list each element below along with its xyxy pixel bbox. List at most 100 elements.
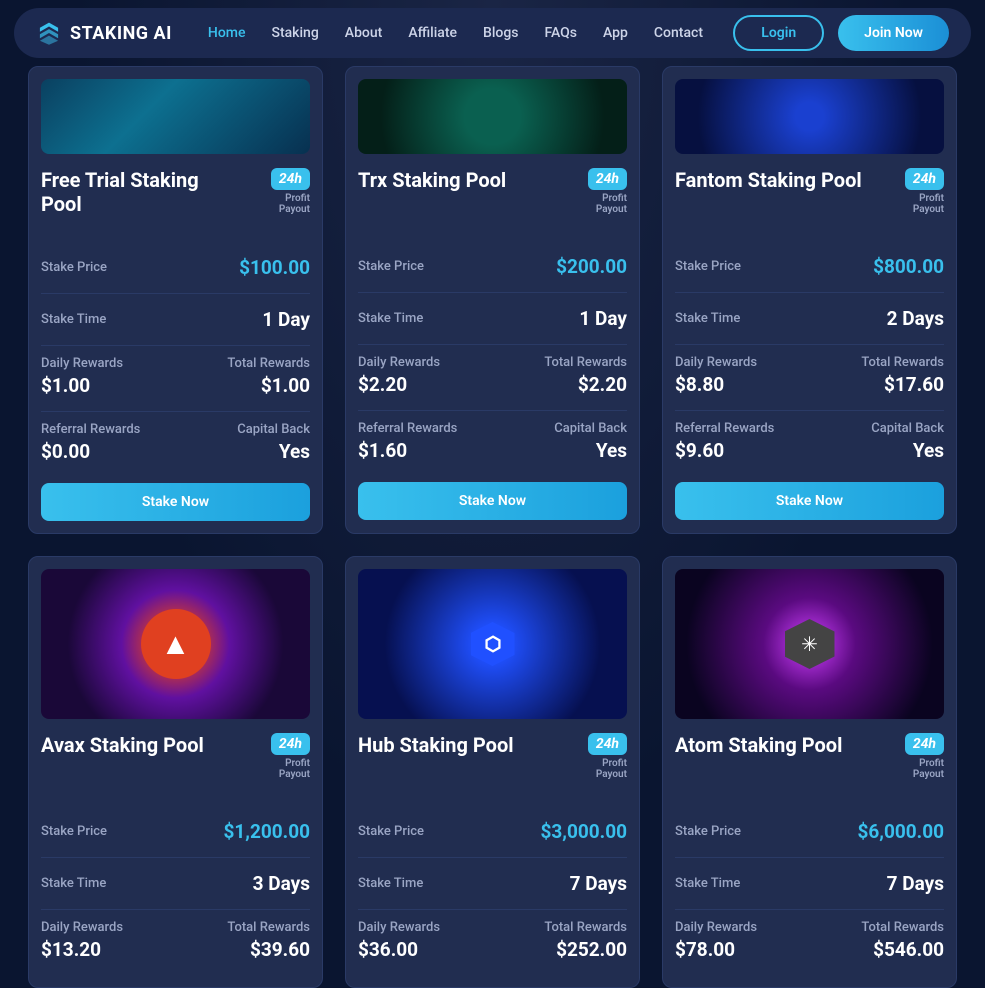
badge-sub: ProfitPayout xyxy=(588,193,627,215)
capital-back-value: Yes xyxy=(554,439,627,462)
pool-card: ▲ Avax Staking Pool 24h ProfitPayout Sta… xyxy=(28,556,323,988)
stake-now-button[interactable]: Stake Now xyxy=(358,482,627,520)
capital-back-label: Capital Back xyxy=(554,421,627,436)
payout-badge: 24h ProfitPayout xyxy=(905,168,944,215)
join-now-button[interactable]: Join Now xyxy=(838,15,949,51)
nav-link-app[interactable]: App xyxy=(603,25,628,41)
payout-badge: 24h ProfitPayout xyxy=(271,168,310,215)
stake-time-label: Stake Time xyxy=(675,876,740,891)
stake-time-value: 3 Days xyxy=(253,872,310,895)
daily-rewards-label: Daily Rewards xyxy=(358,355,440,370)
stake-price-value: $6,000.00 xyxy=(858,820,945,843)
navbar: STAKING AI Home Staking About Affiliate Blog… xyxy=(14,8,971,58)
capital-back-value: Yes xyxy=(871,439,944,462)
daily-rewards-value: $2.20 xyxy=(358,373,440,396)
badge-24h: 24h xyxy=(588,733,627,755)
stake-time-value: 2 Days xyxy=(887,307,944,330)
stake-price-value: $3,000.00 xyxy=(541,820,628,843)
daily-rewards-label: Daily Rewards xyxy=(675,920,757,935)
logo-icon xyxy=(36,20,62,46)
badge-sub: ProfitPayout xyxy=(905,758,944,780)
nav-link-contact[interactable]: Contact xyxy=(654,25,703,41)
total-rewards-value: $252.00 xyxy=(544,938,627,961)
badge-sub: ProfitPayout xyxy=(271,193,310,215)
total-rewards-value: $546.00 xyxy=(861,938,944,961)
payout-badge: 24h ProfitPayout xyxy=(588,733,627,780)
total-rewards-value: $17.60 xyxy=(861,373,944,396)
stake-price-value: $800.00 xyxy=(873,255,944,278)
pool-image xyxy=(41,79,310,154)
badge-sub: ProfitPayout xyxy=(271,758,310,780)
total-rewards-value: $2.20 xyxy=(544,373,627,396)
pool-title: Avax Staking Pool xyxy=(41,733,204,757)
payout-badge: 24h ProfitPayout xyxy=(588,168,627,215)
stake-time-value: 7 Days xyxy=(570,872,627,895)
daily-rewards-value: $8.80 xyxy=(675,373,757,396)
nav-link-affiliate[interactable]: Affiliate xyxy=(408,25,457,41)
total-rewards-label: Total Rewards xyxy=(227,920,310,935)
capital-back-value: Yes xyxy=(237,440,310,463)
daily-rewards-value: $78.00 xyxy=(675,938,757,961)
stake-time-value: 1 Day xyxy=(579,307,627,330)
total-rewards-label: Total Rewards xyxy=(861,355,944,370)
payout-badge: 24h ProfitPayout xyxy=(271,733,310,780)
nav-link-about[interactable]: About xyxy=(345,25,383,41)
referral-rewards-label: Referral Rewards xyxy=(358,421,457,436)
stake-price-value: $100.00 xyxy=(239,256,310,279)
nav-right: Login Join Now xyxy=(733,15,949,51)
pool-image xyxy=(675,79,944,154)
logo[interactable]: STAKING AI xyxy=(36,20,172,46)
pool-title: Free Trial Staking Pool xyxy=(41,168,241,216)
pool-image: ✳ xyxy=(675,569,944,719)
pool-title: Atom Staking Pool xyxy=(675,733,842,757)
stake-price-value: $1,200.00 xyxy=(224,820,311,843)
logo-text: STAKING AI xyxy=(70,23,172,44)
pool-title: Hub Staking Pool xyxy=(358,733,514,757)
total-rewards-value: $39.60 xyxy=(227,938,310,961)
capital-back-label: Capital Back xyxy=(871,421,944,436)
total-rewards-label: Total Rewards xyxy=(227,356,310,371)
pool-card: Trx Staking Pool 24h ProfitPayout Stake … xyxy=(345,66,640,534)
badge-sub: ProfitPayout xyxy=(905,193,944,215)
capital-back-label: Capital Back xyxy=(237,422,310,437)
nav-link-staking[interactable]: Staking xyxy=(271,25,318,41)
stake-price-label: Stake Price xyxy=(358,259,424,274)
login-button[interactable]: Login xyxy=(733,15,824,51)
pool-card: Fantom Staking Pool 24h ProfitPayout Sta… xyxy=(662,66,957,534)
nav-link-blogs[interactable]: Blogs xyxy=(483,25,519,41)
daily-rewards-label: Daily Rewards xyxy=(358,920,440,935)
nav-link-faqs[interactable]: FAQs xyxy=(544,25,577,41)
referral-rewards-value: $1.60 xyxy=(358,439,457,462)
referral-rewards-label: Referral Rewards xyxy=(675,421,774,436)
payout-badge: 24h ProfitPayout xyxy=(905,733,944,780)
daily-rewards-label: Daily Rewards xyxy=(41,920,123,935)
pool-grid: Free Trial Staking Pool 24h ProfitPayout… xyxy=(0,66,985,988)
stake-time-label: Stake Time xyxy=(41,876,106,891)
nav-link-home[interactable]: Home xyxy=(208,25,246,41)
stake-now-button[interactable]: Stake Now xyxy=(675,482,944,520)
referral-rewards-label: Referral Rewards xyxy=(41,422,140,437)
stake-time-label: Stake Time xyxy=(41,312,106,327)
pool-image: ▲ xyxy=(41,569,310,719)
stake-time-label: Stake Time xyxy=(358,876,423,891)
stake-price-label: Stake Price xyxy=(41,824,107,839)
daily-rewards-value: $36.00 xyxy=(358,938,440,961)
pool-title: Fantom Staking Pool xyxy=(675,168,862,192)
pool-card: Free Trial Staking Pool 24h ProfitPayout… xyxy=(28,66,323,534)
stake-now-button[interactable]: Stake Now xyxy=(41,483,310,521)
stake-time-value: 7 Days xyxy=(887,872,944,895)
stake-price-label: Stake Price xyxy=(675,824,741,839)
badge-sub: ProfitPayout xyxy=(588,758,627,780)
badge-24h: 24h xyxy=(271,733,310,755)
stake-time-label: Stake Time xyxy=(358,311,423,326)
total-rewards-label: Total Rewards xyxy=(861,920,944,935)
pool-image xyxy=(358,569,627,719)
badge-24h: 24h xyxy=(588,168,627,190)
stake-price-label: Stake Price xyxy=(41,260,107,275)
daily-rewards-label: Daily Rewards xyxy=(675,355,757,370)
referral-rewards-value: $9.60 xyxy=(675,439,774,462)
stake-price-label: Stake Price xyxy=(675,259,741,274)
daily-rewards-value: $1.00 xyxy=(41,374,123,397)
daily-rewards-label: Daily Rewards xyxy=(41,356,123,371)
total-rewards-label: Total Rewards xyxy=(544,355,627,370)
